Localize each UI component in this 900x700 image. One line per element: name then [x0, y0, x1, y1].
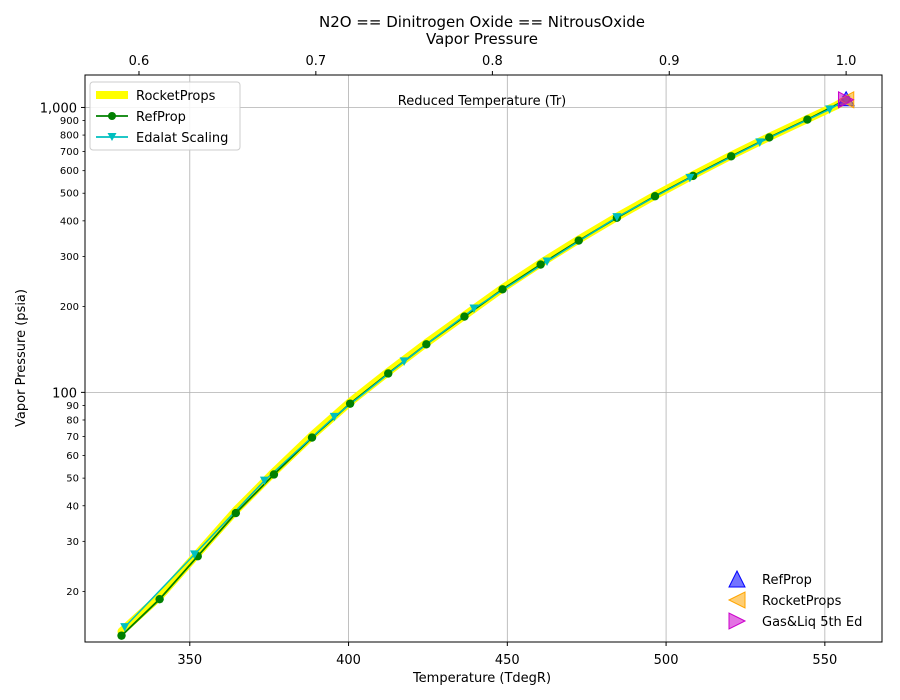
legend-label-rocketprops: RocketProps	[136, 89, 216, 104]
top-tick-label: 0.8	[482, 54, 503, 69]
y-minor-tick-label: 200	[60, 302, 79, 313]
edalat-point	[120, 623, 130, 632]
edalat-point	[469, 304, 479, 313]
critical-points	[837, 90, 855, 109]
chart-subtitle: Vapor Pressure	[426, 30, 538, 48]
refprop-point	[155, 594, 164, 604]
legend-marker-refprop	[108, 112, 116, 120]
y-minor-tick-label: 400	[60, 216, 79, 227]
y-minor-tick-label: 20	[66, 587, 79, 598]
y-minor-tick-label: 600	[60, 166, 79, 177]
edalat-point	[825, 105, 835, 114]
refprop-point	[117, 631, 126, 640]
legend-critical-points: RefProp RocketProps Gas&Liq 5th Ed	[727, 569, 862, 630]
edalat-point	[329, 412, 339, 422]
x-tick-label: 400	[336, 653, 361, 668]
legend-marker-refprop-crit	[728, 569, 746, 588]
legend-label-refprop-crit: RefProp	[762, 573, 812, 588]
y-axis-label: Vapor Pressure (psia)	[14, 289, 29, 427]
y-minor-tick-label: 700	[60, 147, 79, 158]
y-minor-tick-label: 50	[66, 474, 79, 485]
y-minor-tick-label: 500	[60, 189, 79, 200]
refprop-point	[803, 115, 812, 124]
refprop-point	[650, 192, 660, 201]
plot-frame	[84, 74, 883, 643]
y-axis-ticks: 100 1,000 20 30 40 50 60 70 80 90 200 300 400 500 600 7…	[40, 101, 85, 598]
refprop-point	[498, 285, 507, 294]
refprop-point	[384, 369, 393, 378]
refprop-point	[574, 236, 583, 245]
edalat-point	[542, 257, 552, 266]
edalat-point	[755, 138, 765, 147]
legend-label-rocketprops-crit: RocketProps	[762, 594, 842, 609]
refprop-point	[460, 312, 469, 321]
top-axis-ticks: 0.6 0.7 0.8 0.9 1.0	[129, 54, 857, 75]
edalat-point	[612, 213, 622, 222]
x-tick-label: 550	[812, 653, 837, 668]
y-minor-tick-label: 900	[60, 116, 79, 127]
legend-label-refprop: RefProp	[136, 110, 186, 125]
top-tick-label: 0.9	[659, 54, 680, 69]
refprop-point	[765, 133, 774, 142]
edalat-point	[399, 357, 409, 366]
y-minor-tick-label: 60	[66, 451, 79, 462]
y-minor-tick-label: 300	[60, 252, 79, 263]
refprop-point	[345, 399, 355, 408]
top-tick-label: 0.7	[306, 54, 327, 69]
y-minor-tick-label: 80	[66, 415, 79, 426]
legend-label-gasliq-crit: Gas&Liq 5th Ed	[762, 615, 862, 630]
refprop-point	[231, 508, 241, 518]
legend-marker-edalat	[107, 133, 117, 141]
top-axis-label: Reduced Temperature (Tr)	[398, 94, 566, 109]
critical-point-triangle-right	[837, 90, 855, 109]
x-axis-ticks: 350 400 450 500 550	[177, 642, 837, 668]
y-tick-label: 100	[52, 386, 77, 401]
data-series	[117, 95, 851, 640]
edalat-point	[190, 550, 200, 559]
refprop-point	[422, 340, 431, 349]
edalat-point	[259, 476, 269, 486]
y-tick-label: 1,000	[40, 101, 77, 116]
chart-title: N2O == Dinitrogen Oxide == NitrousOxide	[319, 13, 645, 31]
top-tick-label: 0.6	[129, 54, 150, 69]
x-tick-label: 350	[177, 653, 202, 668]
legend-marker-rocketprops-crit	[727, 591, 746, 609]
refprop-point	[536, 260, 545, 269]
y-minor-tick-label: 800	[60, 131, 79, 142]
top-tick-label: 1.0	[836, 54, 857, 69]
y-minor-tick-label: 40	[66, 501, 79, 512]
edalat-point	[685, 173, 695, 183]
x-tick-label: 450	[495, 653, 520, 668]
legend-series: RocketProps RefProp Edalat Scaling	[89, 81, 241, 151]
y-minor-tick-label: 30	[66, 537, 79, 548]
refprop-point	[726, 152, 736, 161]
grid-lines	[85, 75, 882, 642]
y-minor-tick-label: 90	[66, 401, 79, 412]
legend-marker-gasliq-crit	[728, 612, 747, 630]
refprop-point	[269, 470, 279, 479]
x-axis-label: Temperature (TdegR)	[412, 671, 551, 686]
refprop-point	[307, 433, 317, 442]
legend-label-edalat: Edalat Scaling	[136, 131, 228, 146]
x-tick-label: 500	[654, 653, 679, 668]
y-minor-tick-label: 70	[66, 432, 79, 443]
